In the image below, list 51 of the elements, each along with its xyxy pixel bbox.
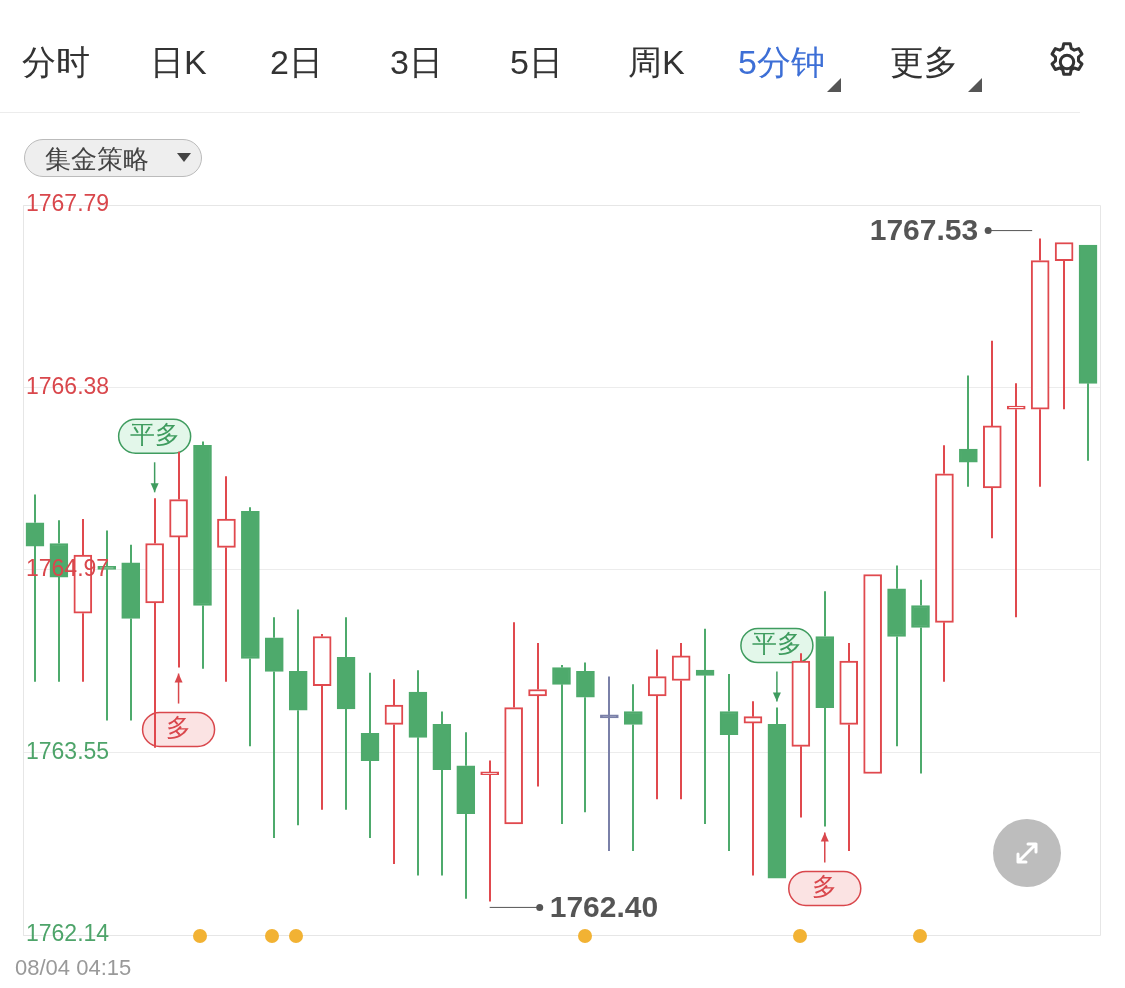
candlestick [241, 506, 260, 748]
y-tick-label: 1767.79 [26, 190, 110, 217]
candlestick [264, 616, 284, 840]
candlestick [576, 661, 595, 814]
candlestick [959, 374, 978, 488]
annotation: 多 [166, 713, 192, 743]
y-tick-label: 1766.38 [26, 372, 110, 399]
annotation: 1762.40 [549, 889, 659, 923]
text: 日K [150, 42, 207, 83]
candlestick [528, 642, 547, 788]
annotation: 1767.53 [869, 212, 979, 246]
candlestick [695, 627, 715, 825]
annotation: 平多 [751, 629, 802, 659]
y-tick-label: 1762.14 [26, 920, 110, 947]
candlestick [647, 648, 667, 801]
candlestick [743, 700, 763, 877]
text: 3日 [390, 42, 443, 83]
text: 5分钟 [738, 42, 825, 83]
candlestick [815, 590, 835, 828]
candlestick [839, 642, 859, 853]
candlestick [935, 444, 954, 683]
candlestick [887, 564, 906, 748]
candlestick [121, 543, 141, 722]
text: 08/04 04:15 [15, 955, 132, 981]
candlestick [193, 440, 212, 670]
candlestick [217, 475, 236, 683]
candlestick [432, 710, 452, 877]
annotation: 多 [812, 871, 838, 901]
candlestick [982, 339, 1002, 540]
text: 集金策略 [24, 139, 202, 177]
candlestick [288, 608, 308, 827]
candlestick [169, 450, 188, 669]
candlestick [408, 669, 428, 877]
text: 2日 [270, 42, 323, 83]
candlestick [911, 578, 930, 775]
candlestick [336, 616, 356, 811]
candlestick [719, 673, 739, 853]
candlestick [671, 642, 691, 801]
candlestick [600, 675, 619, 853]
text: 更多 [890, 42, 958, 83]
text: 周K [628, 42, 685, 83]
candlestick [1030, 237, 1050, 488]
text: 分时 [22, 42, 90, 83]
annotation: 平多 [129, 419, 180, 449]
candlestick [623, 683, 643, 853]
y-tick-label: 1763.55 [26, 738, 110, 765]
candlestick [456, 731, 476, 900]
text: 5日 [510, 42, 563, 83]
candlestick [1006, 382, 1026, 619]
candlestick [384, 678, 404, 865]
candlestick [360, 671, 380, 840]
